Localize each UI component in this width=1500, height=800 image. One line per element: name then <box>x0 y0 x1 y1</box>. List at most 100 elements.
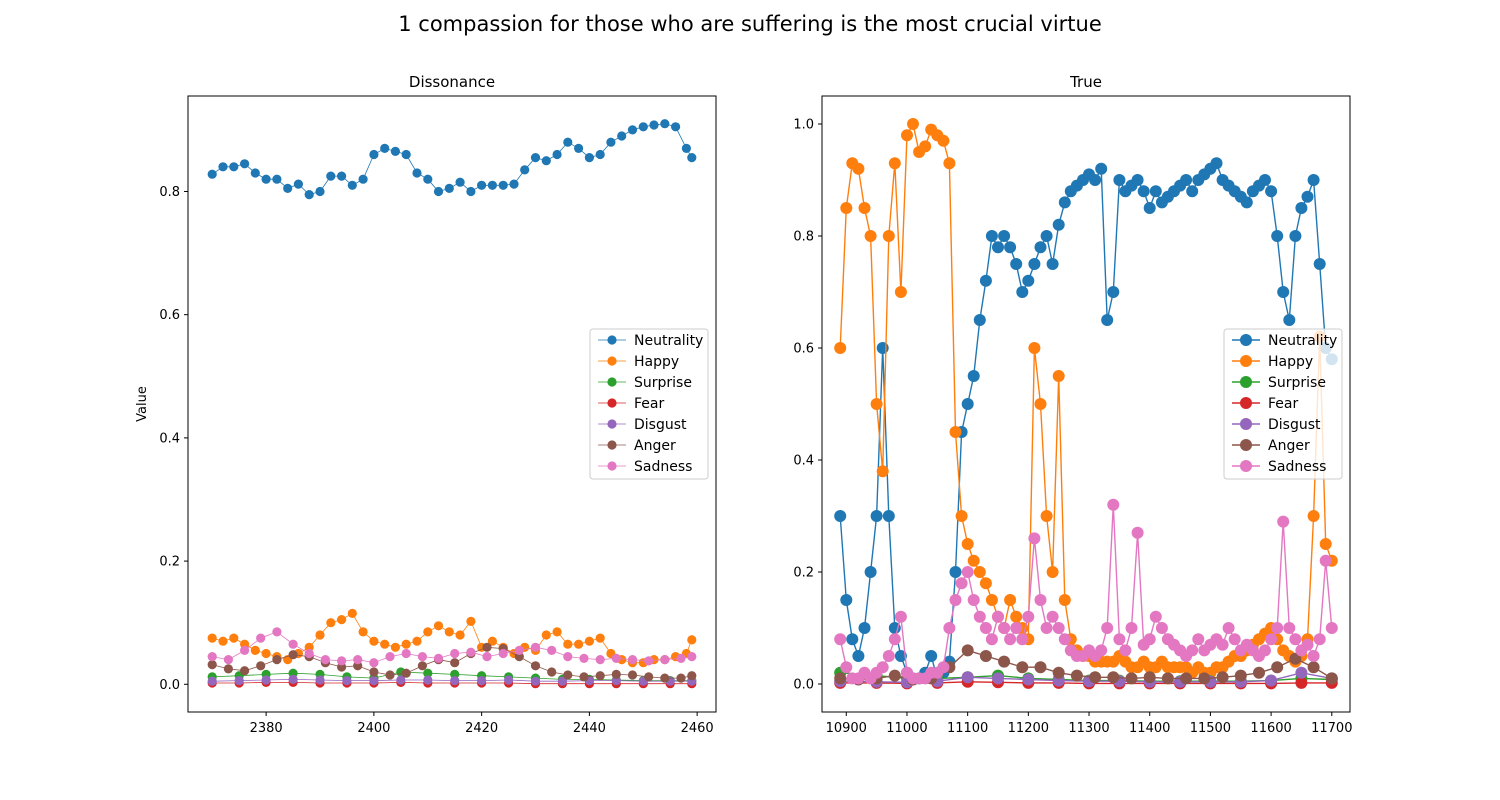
legend-entry-neutrality: Neutrality <box>1232 333 1337 349</box>
data-point <box>433 621 444 631</box>
data-point <box>482 642 492 652</box>
data-point <box>961 398 974 410</box>
data-point <box>1052 622 1065 634</box>
data-point <box>979 274 992 287</box>
data-point <box>390 642 400 652</box>
legend-marker <box>1240 418 1252 430</box>
data-point <box>1307 174 1320 186</box>
data-point <box>250 645 260 656</box>
legend-label: Happy <box>634 354 679 370</box>
data-point <box>250 168 260 178</box>
data-point <box>611 653 621 664</box>
data-point <box>1028 532 1041 545</box>
figure-title: 1 compassion for those who are suffering… <box>398 12 1102 36</box>
data-point <box>315 675 325 685</box>
data-point <box>937 134 950 147</box>
data-point <box>998 655 1011 668</box>
legend-marker <box>607 440 617 450</box>
legend-marker <box>607 377 617 387</box>
data-point <box>1277 515 1290 528</box>
data-point <box>401 639 411 649</box>
x-tick-label: 2440 <box>573 721 606 736</box>
legend-marker <box>1240 334 1252 346</box>
legend-label: Sadness <box>1268 459 1326 475</box>
y-tick-label: 0.8 <box>793 230 814 245</box>
data-point <box>396 675 406 685</box>
data-point <box>1228 633 1241 646</box>
data-point <box>840 594 853 606</box>
y-tick-label: 0.6 <box>159 308 180 323</box>
data-point <box>552 627 562 637</box>
data-point <box>288 650 298 660</box>
data-point <box>1180 174 1193 186</box>
data-point <box>369 636 379 646</box>
data-point <box>552 149 562 160</box>
data-point <box>218 162 228 172</box>
data-point <box>1052 370 1065 382</box>
data-point <box>423 627 433 637</box>
data-point <box>455 177 465 187</box>
data-point <box>288 674 298 685</box>
data-point <box>1131 526 1144 539</box>
legend-label: Fear <box>1268 396 1298 412</box>
legend-entry-happy: Happy <box>598 354 679 370</box>
data-point <box>261 648 271 659</box>
data-point <box>1295 666 1308 679</box>
data-point <box>1046 610 1059 623</box>
data-point <box>638 122 648 132</box>
data-point <box>207 652 217 662</box>
data-point <box>1155 622 1168 634</box>
axes-frame <box>821 95 1351 713</box>
data-point <box>207 676 217 686</box>
data-point <box>401 668 411 678</box>
legend: Neutrality Happy Surprise Fear Disgust Anger S… <box>1223 328 1343 480</box>
data-point <box>1113 633 1126 646</box>
data-point <box>514 645 524 656</box>
data-point <box>450 658 460 668</box>
data-point <box>943 622 956 634</box>
data-point <box>1101 314 1114 326</box>
data-point <box>385 652 395 662</box>
data-point <box>1028 342 1041 354</box>
data-point <box>563 652 573 662</box>
data-point <box>894 286 907 298</box>
data-point <box>417 652 427 662</box>
data-point <box>1040 230 1053 242</box>
data-point <box>955 577 968 590</box>
data-point <box>1107 286 1120 298</box>
y-axis-label: Value <box>135 386 150 422</box>
x-tick-label: 10900 <box>826 721 867 736</box>
subplot-title: True <box>1069 73 1102 91</box>
data-point <box>985 594 998 606</box>
data-point <box>1271 230 1284 242</box>
data-point <box>1095 162 1108 175</box>
legend-label: Sadness <box>634 459 692 475</box>
data-point <box>326 171 336 181</box>
data-point <box>574 143 584 153</box>
data-point <box>998 230 1011 242</box>
data-point <box>1210 157 1223 170</box>
data-point <box>283 183 293 193</box>
data-point <box>1186 644 1199 657</box>
data-point <box>1271 622 1284 634</box>
subplot-2: 10900 11000 11100 11200 11300 11400 11500 11600… <box>793 73 1352 736</box>
data-point <box>1010 610 1023 623</box>
data-point <box>687 153 697 163</box>
legend-entry-surprise: Surprise <box>598 375 692 391</box>
series-sadness <box>207 627 697 668</box>
data-point <box>649 120 659 130</box>
data-point <box>315 630 325 640</box>
data-point <box>401 648 411 659</box>
data-point <box>1313 633 1326 646</box>
data-point <box>477 676 487 686</box>
data-point <box>1022 673 1035 686</box>
x-tick-label: 11700 <box>1311 721 1352 736</box>
data-point <box>477 180 487 190</box>
data-point <box>530 642 541 652</box>
data-point <box>509 179 519 189</box>
data-point <box>1234 669 1247 682</box>
x-tick-label: 2420 <box>465 721 498 736</box>
data-point <box>973 314 986 326</box>
legend-marker <box>1240 355 1252 367</box>
